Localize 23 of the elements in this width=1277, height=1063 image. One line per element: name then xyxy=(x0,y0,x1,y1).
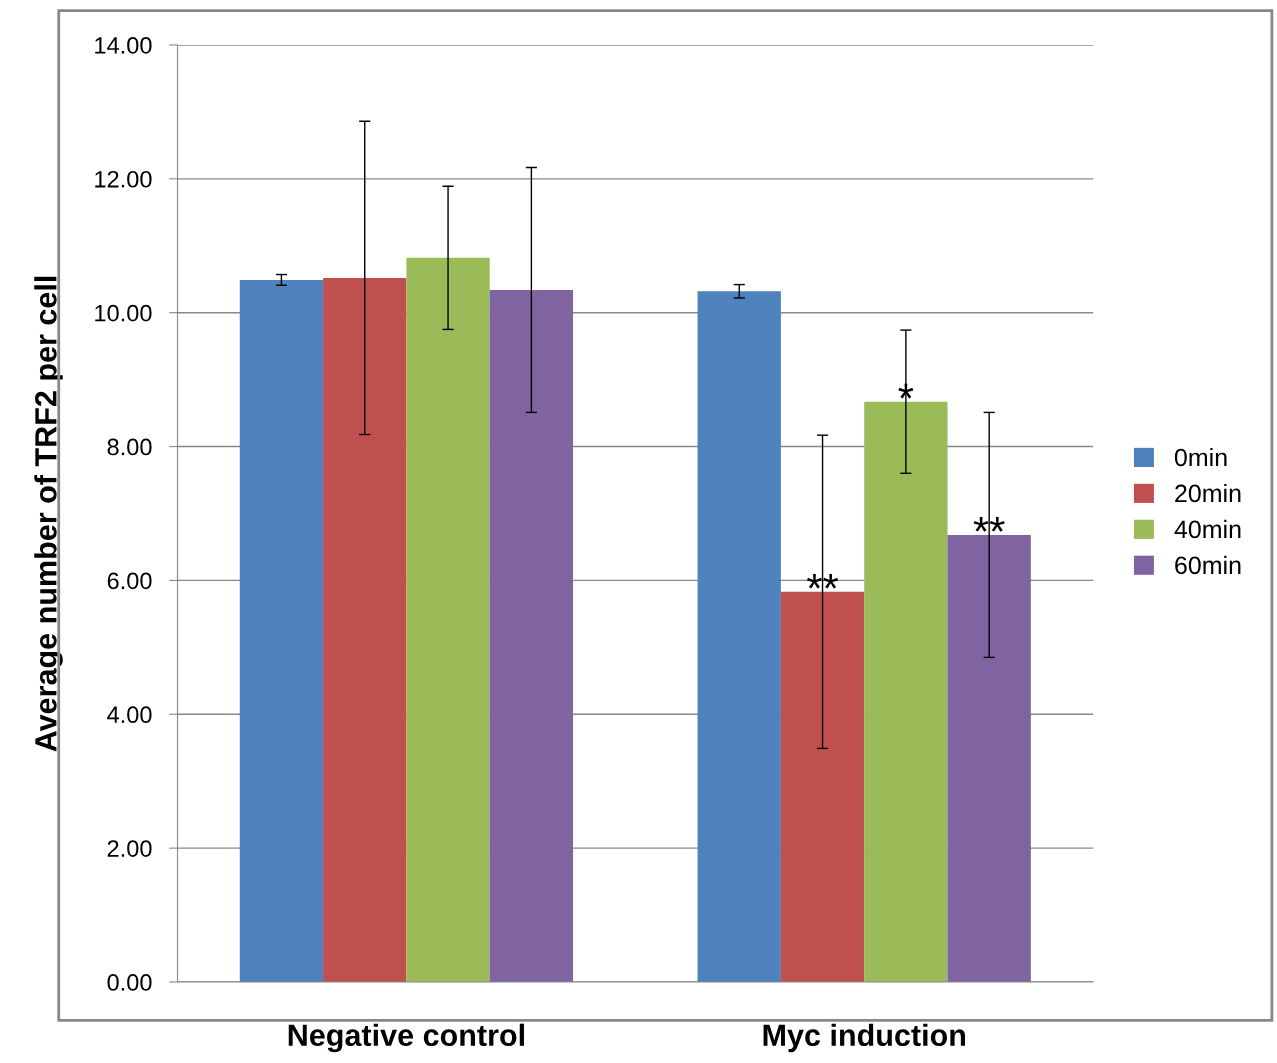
bar xyxy=(323,277,407,982)
y-tick-label: 6.00 xyxy=(107,572,152,590)
y-axis-title: Average number of TRF2 per cell xyxy=(34,276,63,752)
x-tick-label: Myc induction xyxy=(763,1023,966,1053)
legend-label: 40min xyxy=(1174,519,1241,539)
y-tick-label: 4.00 xyxy=(107,706,152,724)
legend-label: 60min xyxy=(1175,555,1241,575)
y-tick-label: 12.00 xyxy=(95,170,152,188)
y-tick-label: 10.00 xyxy=(95,304,152,322)
bar xyxy=(947,534,1031,982)
y-tick-label: 0.00 xyxy=(107,974,152,991)
bar xyxy=(239,279,324,982)
bar xyxy=(406,257,490,982)
bar xyxy=(780,591,865,982)
legend-label: 0min xyxy=(1174,447,1227,467)
y-tick-label: 8.00 xyxy=(107,438,152,456)
bar xyxy=(697,291,781,982)
bar xyxy=(489,289,574,982)
legend-label: 20min xyxy=(1175,483,1241,503)
y-tick-label: 14.00 xyxy=(95,37,152,54)
x-tick-label: Negative control xyxy=(288,1023,524,1053)
bar xyxy=(864,401,948,982)
y-tick-label: 2.00 xyxy=(107,840,152,857)
